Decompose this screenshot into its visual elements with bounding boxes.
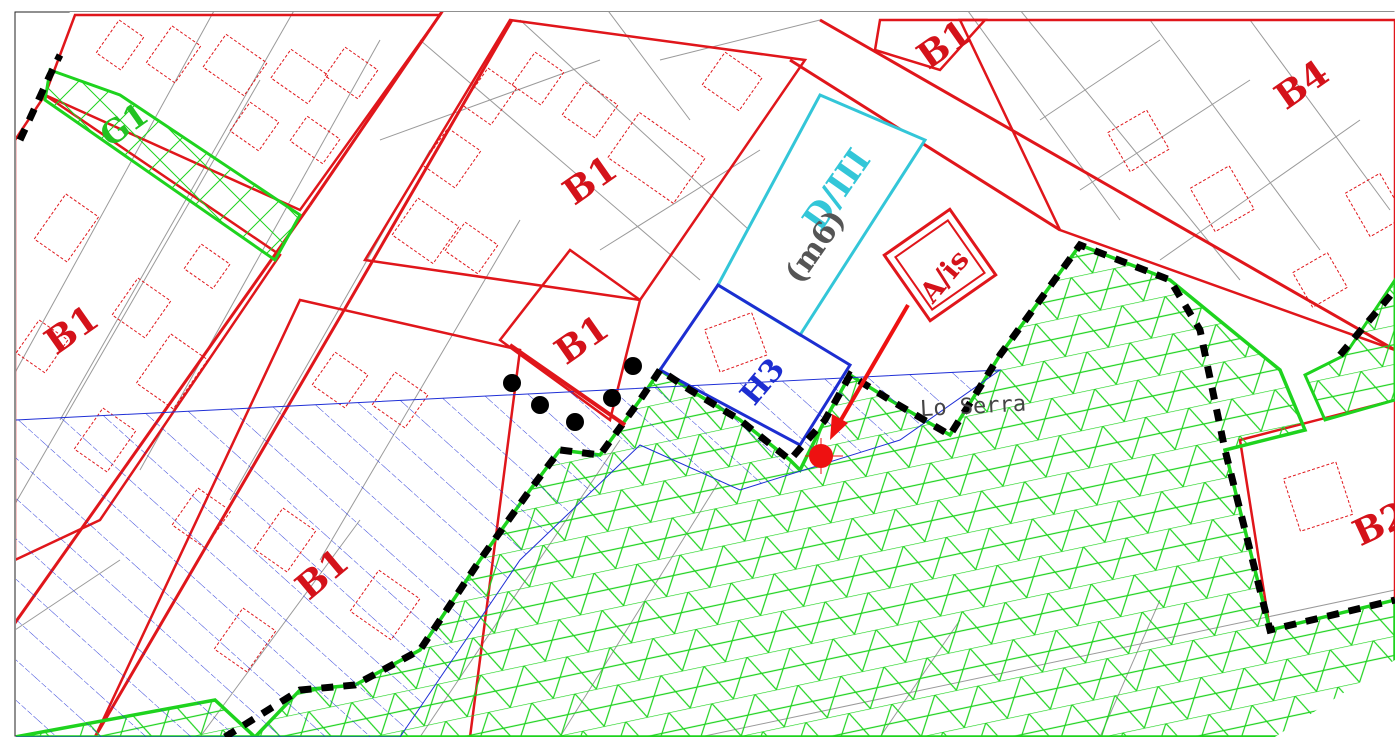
blue-hatched-area	[16, 369, 1002, 737]
location-dot-icon	[805, 438, 843, 474]
a-is-symbol	[882, 207, 998, 323]
zone-g1-area	[43, 67, 302, 263]
black-dot-markers	[503, 357, 642, 431]
plan-boundary-line	[223, 240, 1395, 737]
zone-h3-block	[657, 282, 853, 447]
plan-boundary-line-right	[1337, 287, 1395, 358]
place-name-label: Lo Serra	[920, 392, 1027, 423]
plan-boundary-topleft	[16, 53, 64, 142]
arrow-icon	[830, 303, 910, 440]
